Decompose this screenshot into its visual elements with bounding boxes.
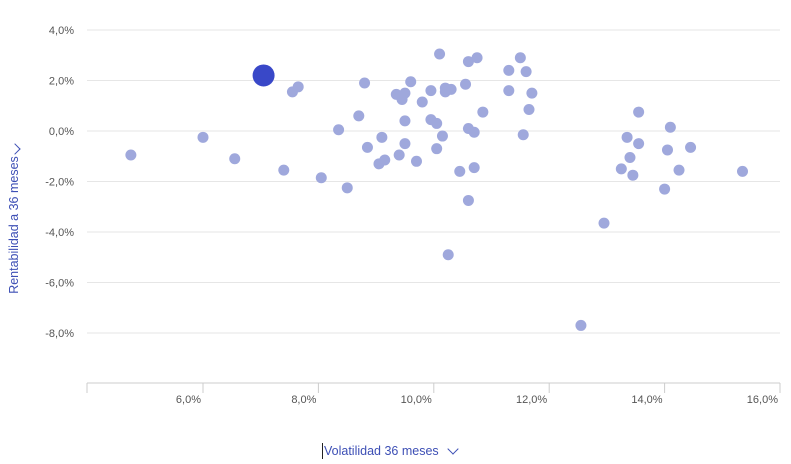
y-tick-label: 4,0% bbox=[49, 25, 74, 37]
x-tick-label: 6,0% bbox=[176, 394, 201, 406]
data-point[interactable] bbox=[229, 153, 241, 165]
y-axis-selector[interactable]: Rentabilidad a 36 meses bbox=[2, 130, 26, 320]
data-point[interactable] bbox=[292, 81, 304, 93]
chevron-right-icon bbox=[9, 143, 21, 155]
x-axis-label: Volatilidad 36 meses bbox=[324, 444, 439, 458]
data-point[interactable] bbox=[125, 149, 137, 161]
data-point[interactable] bbox=[416, 96, 428, 108]
data-point[interactable] bbox=[575, 319, 587, 331]
y-tick-label: 0,0% bbox=[49, 126, 74, 138]
y-tick-label: -6,0% bbox=[45, 278, 74, 290]
data-point[interactable] bbox=[361, 141, 373, 153]
data-point[interactable] bbox=[410, 155, 422, 167]
chevron-down-icon bbox=[446, 443, 459, 455]
x-tick-labels: 6,0% 8,0% 10,0% 12,0% 14,0% 16,0% bbox=[176, 394, 778, 406]
data-points bbox=[125, 48, 748, 331]
data-point[interactable] bbox=[278, 164, 290, 176]
x-tick-label: 14,0% bbox=[631, 394, 662, 406]
data-point[interactable] bbox=[477, 106, 489, 118]
data-point[interactable] bbox=[503, 64, 515, 76]
data-point[interactable] bbox=[517, 129, 529, 141]
y-tick-labels: 4,0% 2,0% 0,0% -2,0% -4,0% -6,0% -8,0% bbox=[45, 25, 74, 340]
data-point[interactable] bbox=[627, 169, 639, 181]
data-point[interactable] bbox=[431, 117, 443, 129]
text-cursor bbox=[322, 443, 323, 459]
data-point[interactable] bbox=[359, 77, 371, 89]
gridlines bbox=[87, 29, 780, 334]
data-point[interactable] bbox=[468, 162, 480, 174]
data-point[interactable] bbox=[462, 194, 474, 206]
x-tick-label: 16,0% bbox=[747, 394, 778, 406]
x-tick-label: 8,0% bbox=[291, 394, 316, 406]
data-point[interactable] bbox=[659, 183, 671, 195]
data-point[interactable] bbox=[514, 52, 526, 64]
data-point[interactable] bbox=[633, 106, 645, 118]
data-point[interactable] bbox=[624, 152, 636, 164]
data-point[interactable] bbox=[468, 126, 480, 138]
data-point[interactable] bbox=[405, 76, 417, 88]
x-tick-label: 12,0% bbox=[516, 394, 547, 406]
data-point[interactable] bbox=[615, 163, 627, 175]
data-point[interactable] bbox=[685, 141, 697, 153]
data-point[interactable] bbox=[333, 124, 345, 136]
data-point[interactable] bbox=[471, 52, 483, 64]
data-point[interactable] bbox=[393, 149, 405, 161]
y-tick-label: -8,0% bbox=[45, 328, 74, 340]
data-point[interactable] bbox=[523, 104, 535, 116]
data-point[interactable] bbox=[526, 87, 538, 99]
data-point[interactable] bbox=[425, 85, 437, 97]
data-point[interactable] bbox=[673, 164, 685, 176]
y-tick-label: -4,0% bbox=[45, 227, 74, 239]
data-point[interactable] bbox=[736, 165, 748, 177]
data-point[interactable] bbox=[454, 165, 466, 177]
data-point[interactable] bbox=[376, 131, 388, 143]
data-point[interactable] bbox=[379, 154, 391, 166]
data-point[interactable] bbox=[434, 48, 446, 60]
x-axis bbox=[86, 382, 781, 393]
x-axis-selector[interactable]: Volatilidad 36 meses bbox=[322, 442, 459, 460]
data-point[interactable] bbox=[503, 85, 515, 97]
y-tick-label: 2,0% bbox=[49, 76, 74, 88]
data-point[interactable] bbox=[621, 131, 633, 143]
data-point[interactable] bbox=[520, 66, 532, 78]
data-point[interactable] bbox=[598, 217, 610, 229]
data-point[interactable] bbox=[442, 249, 454, 261]
data-point[interactable] bbox=[664, 121, 676, 133]
data-point[interactable] bbox=[436, 130, 448, 142]
data-point[interactable] bbox=[341, 182, 353, 194]
data-point[interactable] bbox=[399, 138, 411, 150]
data-point[interactable] bbox=[460, 78, 472, 90]
data-point[interactable] bbox=[353, 110, 365, 122]
data-point[interactable] bbox=[399, 87, 411, 99]
data-point[interactable] bbox=[445, 83, 457, 95]
data-point[interactable] bbox=[633, 138, 645, 150]
data-point[interactable] bbox=[399, 115, 411, 127]
highlighted-data-point[interactable] bbox=[252, 64, 275, 87]
data-point[interactable] bbox=[315, 172, 327, 184]
data-point[interactable] bbox=[197, 131, 209, 143]
data-point[interactable] bbox=[661, 144, 673, 156]
y-tick-label: -2,0% bbox=[45, 177, 74, 189]
data-point[interactable] bbox=[431, 143, 443, 155]
data-point[interactable] bbox=[462, 56, 474, 68]
y-axis-label: Rentabilidad a 36 meses bbox=[7, 156, 21, 294]
x-tick-label: 10,0% bbox=[401, 394, 432, 406]
